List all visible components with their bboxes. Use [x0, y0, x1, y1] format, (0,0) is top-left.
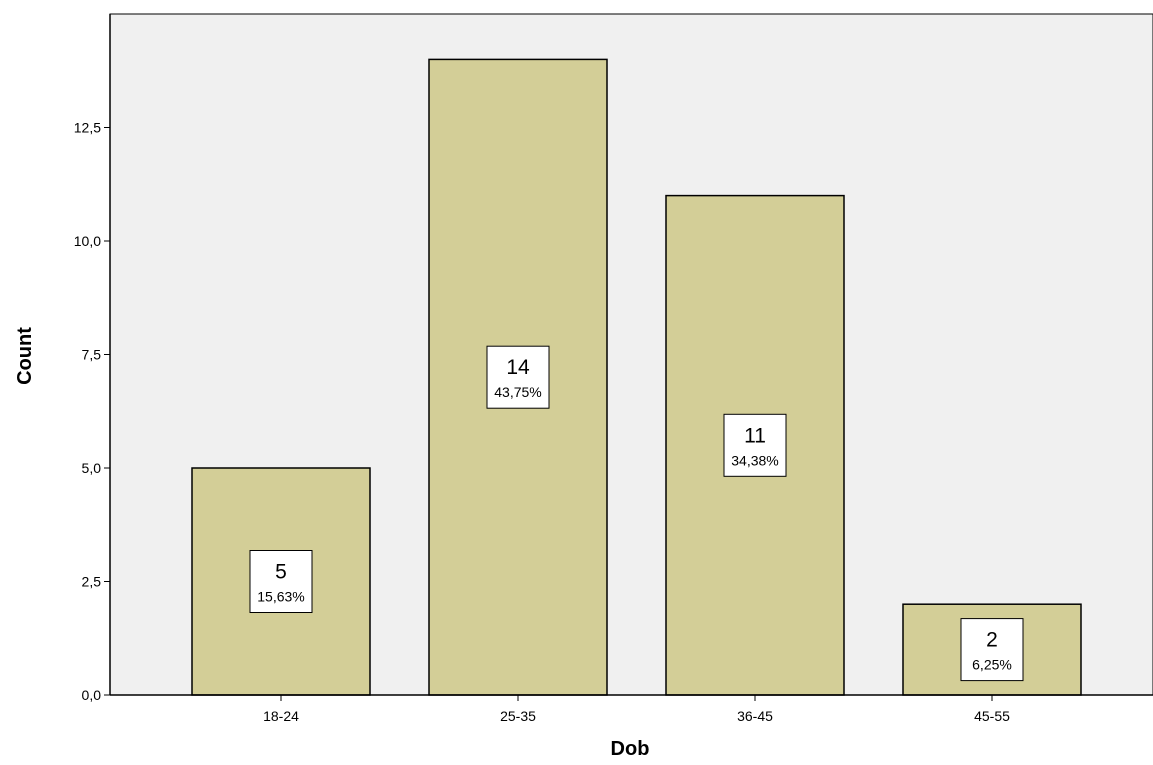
y-axis-title: Count [14, 327, 36, 385]
x-axis-title: Dob [611, 738, 650, 760]
x-axis-ticks: 18-24 25-35 36-45 45-55 [263, 695, 1010, 724]
data-labels: 5 15,63% 14 43,75% 11 34,38% 2 6,25% [249, 345, 1024, 682]
x-tick-label: 36-45 [737, 708, 773, 724]
data-label-count: 14 [506, 356, 530, 379]
data-label-count: 2 [986, 629, 998, 652]
data-label-percent: 34,38% [731, 452, 778, 468]
data-label-percent: 43,75% [494, 384, 541, 400]
y-axis-ticks: 0,0 2,5 5,0 7,5 10,0 12,5 [74, 120, 110, 703]
data-label-count: 5 [275, 561, 287, 584]
y-tick-label: 7,5 [82, 347, 102, 363]
x-tick-label: 45-55 [974, 708, 1010, 724]
y-tick-label: 12,5 [74, 120, 101, 136]
data-label-count: 11 [744, 424, 766, 447]
data-label-box [960, 618, 1024, 682]
data-label-percent: 15,63% [257, 589, 304, 605]
data-label-box [723, 413, 787, 477]
y-tick-label: 2,5 [82, 574, 102, 590]
data-label-box [486, 345, 550, 409]
data-label-percent: 6,25% [972, 657, 1012, 673]
y-tick-label: 5,0 [82, 460, 102, 476]
data-label-box [249, 550, 313, 613]
y-tick-label: 0,0 [82, 687, 102, 703]
y-tick-label: 10,0 [74, 233, 101, 249]
x-tick-label: 18-24 [263, 708, 299, 724]
x-tick-label: 25-35 [500, 708, 536, 724]
